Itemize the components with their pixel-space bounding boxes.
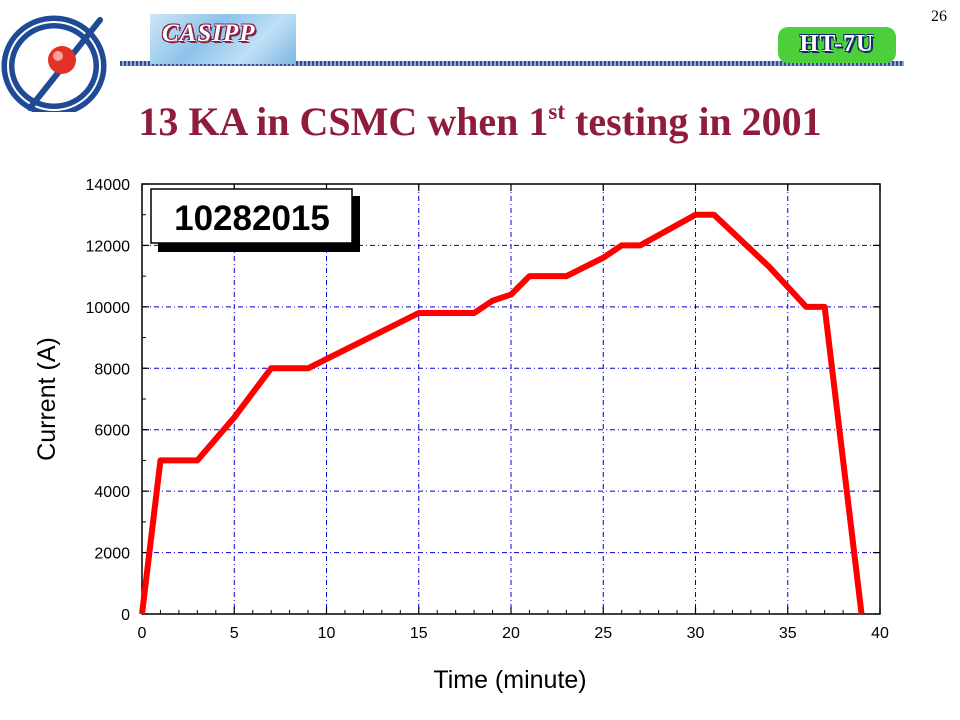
x-tick-label: 5 (230, 625, 239, 642)
y-tick-label: 8000 (94, 361, 130, 378)
casipp-label: CASIPP (162, 20, 256, 47)
annotation-label: 10282015 (174, 199, 330, 238)
x-tick-label: 10 (318, 625, 336, 642)
x-tick-label: 20 (502, 625, 520, 642)
casipp-banner: CASIPP (150, 14, 296, 64)
ht7u-badge: HT-7U (778, 27, 896, 63)
x-tick-label: 15 (410, 625, 428, 642)
x-axis-title: Time (minute) (433, 666, 586, 694)
casipp-logo (1, 15, 107, 112)
x-tick-label: 0 (138, 625, 147, 642)
series-line (139, 211, 865, 615)
x-tick-label: 25 (594, 625, 612, 642)
title-end: testing in 2001 (565, 99, 822, 144)
title-superscript: st (548, 99, 565, 124)
y-tick-label: 14000 (86, 177, 131, 194)
header-rule (120, 61, 904, 66)
y-tick-label: 4000 (94, 484, 130, 501)
title-main: 13 KA in CSMC when 1 (138, 99, 549, 144)
y-tick-label: 2000 (94, 546, 130, 563)
y-tick-label: 0 (121, 607, 130, 624)
y-tick-label: 6000 (94, 423, 130, 440)
annotation-box (150, 188, 353, 244)
ht7u-label: HT-7U (799, 31, 875, 57)
x-tick-label: 35 (779, 625, 797, 642)
x-tick-label: 40 (871, 625, 889, 642)
page-number: 26 (931, 8, 947, 25)
y-axis-title: Current (A) (33, 337, 61, 461)
x-tick-label: 30 (687, 625, 705, 642)
y-tick-label: 12000 (86, 238, 131, 255)
y-tick-label: 10000 (86, 300, 131, 317)
slide-title: 13 KA in CSMC when 1st testing in 2001 (0, 98, 960, 145)
